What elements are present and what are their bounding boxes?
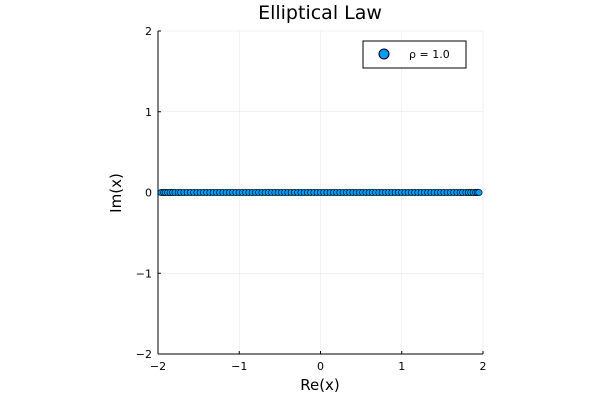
y-axis-title: Im(x) — [107, 173, 125, 213]
y-tick-label: −2 — [136, 348, 152, 361]
chart-title: Elliptical Law — [258, 2, 382, 24]
legend-marker — [378, 48, 390, 60]
x-tick-label: −2 — [150, 360, 166, 373]
x-tick-label: −1 — [231, 360, 247, 373]
y-tick-label: 0 — [145, 187, 152, 200]
scatter-points — [157, 189, 483, 197]
y-tick-label: 2 — [145, 25, 152, 38]
x-axis-title: Re(x) — [300, 376, 340, 394]
y-tick-label: −1 — [136, 267, 152, 280]
y-tick-label: 1 — [145, 106, 152, 119]
x-tick-label: 1 — [398, 360, 405, 373]
scatter-point — [475, 189, 483, 197]
x-tick-label: 2 — [480, 360, 487, 373]
legend: ρ = 1.0 — [362, 40, 467, 69]
axis-ticks: −2 −1 0 1 2 −2 −1 0 1 2 — [136, 25, 487, 373]
x-tick-label: 0 — [317, 360, 324, 373]
legend-label: ρ = 1.0 — [409, 48, 450, 61]
